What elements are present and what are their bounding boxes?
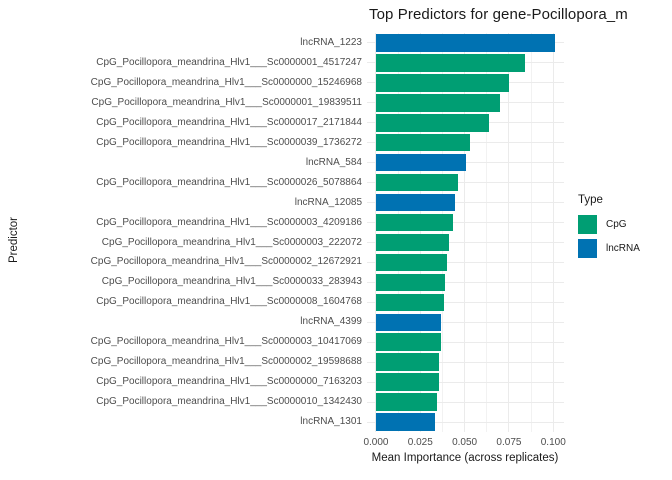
gridline-minor [486,33,488,432]
chart-title: Top Predictors for gene-Pocillopora_m [369,6,628,23]
gridline-major [552,33,554,432]
gridline-minor [530,33,532,432]
y-tick-label: CpG_Pocillopora_meandrina_Hlv1___Sc00000… [90,356,362,368]
gridline-major [367,401,564,403]
y-tick-label: lncRNA_12085 [294,196,362,208]
gridline-major [367,421,564,423]
gridline-minor [441,33,443,432]
gridline-major [508,33,510,432]
bar [375,54,525,72]
gridline-major [367,281,564,283]
legend-label: lncRNA [606,243,640,254]
y-tick-label: lncRNA_584 [305,156,362,168]
y-tick-label: CpG_Pocillopora_meandrina_Hlv1___Sc00000… [96,116,362,128]
x-tick-label: 0.025 [407,437,433,448]
gridline-major [419,33,421,432]
bar [375,133,470,152]
y-tick-label: CpG_Pocillopora_meandrina_Hlv1___Sc00000… [96,376,362,388]
bar [375,173,458,192]
y-tick-label: CpG_Pocillopora_meandrina_Hlv1___Sc00000… [96,136,362,148]
y-tick-label: lncRNA_1223 [300,37,362,48]
plot-panel [367,33,564,432]
bar [375,293,445,312]
y-tick-label: CpG_Pocillopora_meandrina_Hlv1___Sc00000… [90,336,362,348]
bar [375,233,449,252]
legend-key-lncrna [578,239,597,258]
x-tick-label: 0.000 [363,437,389,448]
gridline-major [464,33,466,432]
legend-key-cpg [578,215,597,234]
y-tick-label: CpG_Pocillopora_meandrina_Hlv1___Sc00000… [91,96,362,108]
x-tick-label: 0.100 [540,437,566,448]
gridline-major [367,341,564,343]
y-tick-label: CpG_Pocillopora_meandrina_Hlv1___Sc00000… [101,276,362,288]
legend: Type CpG lncRNA [578,194,640,263]
gridline-major [367,202,564,204]
y-tick-label: CpG_Pocillopora_meandrina_Hlv1___Sc00000… [96,396,362,408]
legend-entry: CpG [578,215,640,234]
bar [375,34,556,52]
gridline-minor [397,33,399,432]
bar [375,153,467,172]
legend-entry: lncRNA [578,239,640,258]
x-tick-label: 0.050 [452,437,478,448]
y-tick-label: CpG_Pocillopora_meandrina_Hlv1___Sc00000… [96,216,362,228]
x-axis-title: Mean Importance (across replicates) [371,452,559,464]
y-tick-label: lncRNA_1301 [300,416,362,428]
bar [375,114,490,132]
gridline-major [367,222,564,224]
bar [375,94,501,112]
gridline-major [367,361,564,363]
y-tick-label: CpG_Pocillopora_meandrina_Hlv1___Sc00000… [90,76,362,88]
gridline-major [367,261,564,263]
bar [375,273,446,292]
y-tick-label: CpG_Pocillopora_meandrina_Hlv1___Sc00000… [96,176,362,188]
legend-title: Type [578,194,603,206]
y-tick-label: CpG_Pocillopora_meandrina_Hlv1___Sc00000… [96,56,362,68]
bar [375,413,435,431]
bar [375,333,441,351]
bar [375,74,509,92]
bar [375,213,454,232]
y-tick-label: CpG_Pocillopora_meandrina_Hlv1___Sc00000… [96,296,362,308]
gridline-major [367,182,564,184]
bar [375,353,440,371]
gridline-major [367,381,564,383]
bar [375,313,441,332]
bar [375,393,438,411]
gridline-major [367,321,564,323]
bar [375,193,455,212]
gridline-major [367,301,564,303]
y-tick-label: CpG_Pocillopora_meandrina_Hlv1___Sc00000… [101,236,362,248]
bar [375,253,447,272]
x-tick-label: 0.075 [496,437,522,448]
y-tick-label: lncRNA_4399 [300,316,362,328]
gridline-major [375,33,377,432]
gridline-major [367,241,564,243]
legend-label: CpG [606,219,627,230]
y-tick-label: CpG_Pocillopora_meandrina_Hlv1___Sc00000… [90,256,362,268]
bar [375,373,440,391]
